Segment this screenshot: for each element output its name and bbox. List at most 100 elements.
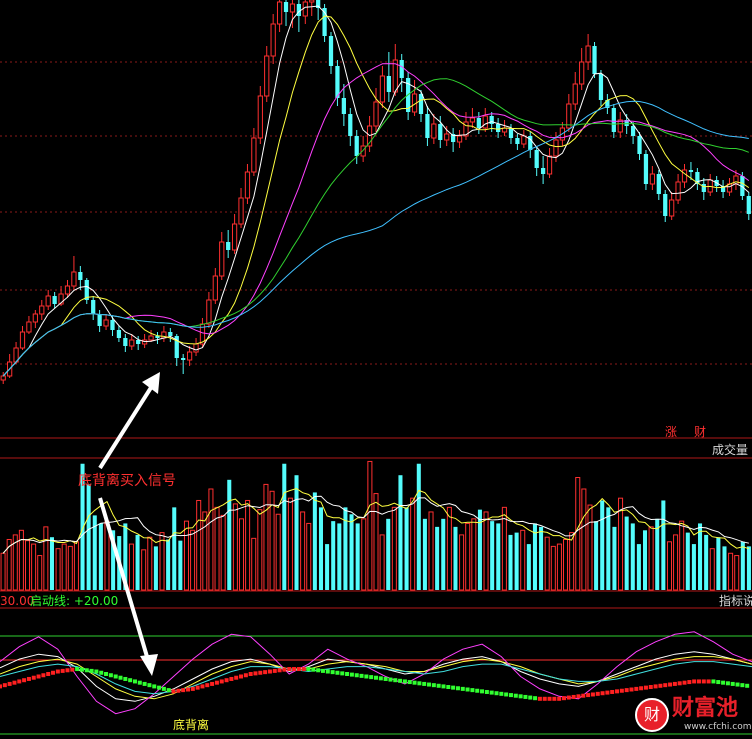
candle[interactable] <box>456 130 463 148</box>
candle[interactable] <box>566 94 572 132</box>
candle[interactable] <box>276 0 283 32</box>
candle[interactable] <box>598 70 604 106</box>
candle[interactable] <box>688 162 694 180</box>
candle[interactable] <box>617 112 623 138</box>
candle[interactable] <box>386 52 391 102</box>
candle[interactable] <box>469 108 476 128</box>
candle[interactable] <box>52 292 57 308</box>
candle[interactable] <box>675 174 681 204</box>
candle[interactable] <box>379 66 386 108</box>
candle[interactable] <box>219 232 225 280</box>
candle[interactable] <box>45 290 51 310</box>
candle[interactable] <box>91 296 96 320</box>
candle[interactable] <box>515 134 520 150</box>
candle[interactable] <box>605 94 610 114</box>
candle[interactable] <box>546 148 553 178</box>
candle[interactable] <box>226 230 231 258</box>
volume-panel-label[interactable]: 成交量 <box>712 443 749 457</box>
candle[interactable] <box>579 48 585 90</box>
candle[interactable] <box>26 316 32 334</box>
candle[interactable] <box>155 332 160 344</box>
candle[interactable] <box>322 4 327 42</box>
candle[interactable] <box>656 170 661 200</box>
candle[interactable] <box>161 326 167 342</box>
candle[interactable] <box>701 178 706 200</box>
candle[interactable] <box>283 0 289 26</box>
candle[interactable] <box>71 256 77 290</box>
candle[interactable] <box>206 292 212 328</box>
candle[interactable] <box>123 334 128 352</box>
candle[interactable] <box>78 266 83 290</box>
candle[interactable] <box>7 354 13 378</box>
candle[interactable] <box>740 172 745 200</box>
candle[interactable] <box>136 336 141 350</box>
candle[interactable] <box>425 106 430 146</box>
indicator-description-button[interactable]: 指标说 <box>719 594 752 608</box>
candle[interactable] <box>316 0 321 20</box>
candle[interactable] <box>521 130 527 148</box>
tab-cai[interactable]: 财 <box>694 425 707 439</box>
candle[interactable] <box>585 34 591 70</box>
candle[interactable] <box>181 354 186 374</box>
candle[interactable] <box>103 314 109 330</box>
candle[interactable] <box>534 146 539 176</box>
candle[interactable] <box>168 328 173 342</box>
candle[interactable] <box>289 0 296 28</box>
candle[interactable] <box>476 112 481 134</box>
candle[interactable] <box>669 192 675 220</box>
candle[interactable] <box>373 88 379 132</box>
candle[interactable] <box>174 334 179 366</box>
candle[interactable] <box>637 132 642 160</box>
candle[interactable] <box>116 326 122 342</box>
candle[interactable] <box>244 164 251 204</box>
candle[interactable] <box>341 84 346 126</box>
candle[interactable] <box>251 128 257 176</box>
candle[interactable] <box>231 214 238 254</box>
candle[interactable] <box>39 300 45 320</box>
candle[interactable] <box>110 316 115 336</box>
candle[interactable] <box>129 334 135 350</box>
candle[interactable] <box>444 126 450 146</box>
candle[interactable] <box>186 346 193 366</box>
candle[interactable] <box>97 310 102 332</box>
candle[interactable] <box>360 136 366 162</box>
price-candles[interactable] <box>0 0 751 384</box>
candle[interactable] <box>431 114 437 144</box>
candle[interactable] <box>309 0 315 16</box>
candle[interactable] <box>411 80 418 116</box>
candle[interactable] <box>148 330 154 342</box>
candle[interactable] <box>335 60 340 106</box>
candle[interactable] <box>746 192 751 220</box>
candle[interactable] <box>643 150 649 190</box>
candle[interactable] <box>451 128 456 152</box>
candle[interactable] <box>193 338 199 356</box>
candle[interactable] <box>399 54 404 92</box>
candle[interactable] <box>592 42 597 78</box>
candle[interactable] <box>257 86 263 144</box>
candle[interactable] <box>270 14 276 64</box>
candle[interactable] <box>32 310 38 328</box>
candle[interactable] <box>84 278 89 304</box>
candle[interactable] <box>354 130 359 164</box>
candle[interactable] <box>572 72 578 110</box>
candle[interactable] <box>528 132 533 158</box>
candle[interactable] <box>681 164 688 188</box>
candle[interactable] <box>663 190 668 222</box>
candle[interactable] <box>328 32 334 74</box>
candle[interactable] <box>238 188 244 228</box>
candle[interactable] <box>418 90 424 122</box>
candle[interactable] <box>495 118 501 138</box>
candle[interactable] <box>348 108 353 146</box>
candle[interactable] <box>302 0 308 24</box>
candle[interactable] <box>695 168 700 190</box>
candle[interactable] <box>649 166 655 190</box>
candle[interactable] <box>19 326 26 350</box>
tab-zhang[interactable]: 涨 <box>665 425 678 439</box>
candle[interactable] <box>212 268 218 304</box>
candle[interactable] <box>482 108 488 132</box>
candle[interactable] <box>64 280 71 298</box>
volume-bars[interactable] <box>0 460 751 591</box>
candle[interactable] <box>264 46 270 102</box>
candle[interactable] <box>707 174 713 196</box>
